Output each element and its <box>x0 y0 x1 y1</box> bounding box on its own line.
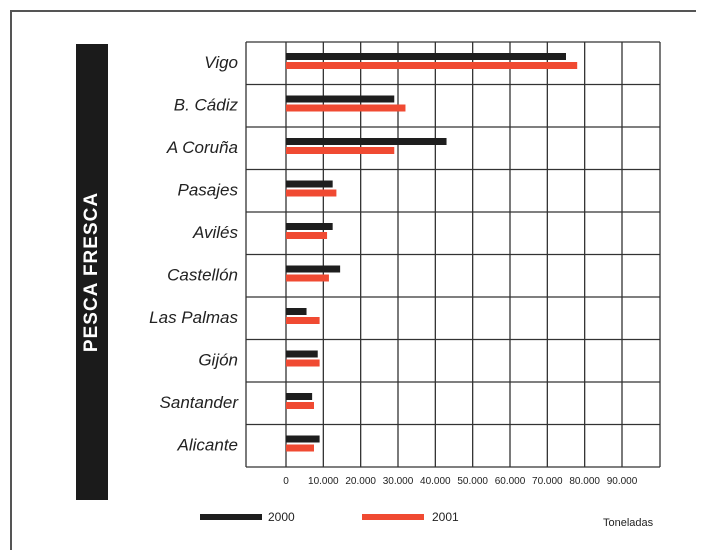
category-label: Pasajes <box>178 181 239 200</box>
category-label: Gijón <box>198 351 238 370</box>
bar-2000-3 <box>286 138 447 145</box>
x-tick-label: 0 <box>283 476 289 487</box>
bar-2001-5 <box>286 232 328 239</box>
bar-2000-9 <box>286 393 313 400</box>
legend-swatch-2000 <box>200 514 262 520</box>
legend-label-2001: 2001 <box>432 510 459 524</box>
category-labels: Vigo B. Cádiz A Coruña Pasajes Avilés Castell… <box>149 53 239 455</box>
bar-2001-1 <box>286 62 578 69</box>
bar-2001-9 <box>286 402 314 409</box>
bar-2001-3 <box>286 147 395 154</box>
category-label: B. Cádiz <box>174 96 239 115</box>
bar-2000-4 <box>286 180 333 188</box>
bar-2001-2 <box>286 104 406 112</box>
category-label: Santander <box>160 393 240 412</box>
page-frame <box>10 10 696 550</box>
x-tick-label: 50.000 <box>457 476 488 487</box>
x-tick-label: 70.000 <box>532 476 563 487</box>
bars <box>286 53 578 452</box>
bar-2000-6 <box>286 265 341 273</box>
x-tick-label: 80.000 <box>569 476 600 487</box>
bar-2000-5 <box>286 223 333 230</box>
category-label: Vigo <box>204 53 238 72</box>
x-tick-label: 40.000 <box>420 476 451 487</box>
bar-2001-6 <box>286 274 329 282</box>
legend-label-2000: 2000 <box>268 510 295 524</box>
bar-2000-8 <box>286 350 318 358</box>
legend-swatch-2001 <box>362 514 424 520</box>
bar-2000-7 <box>286 308 307 315</box>
bar-2000-2 <box>286 95 395 103</box>
bar-chart: Vigo B. Cádiz A Coruña Pasajes Avilés Castell… <box>149 41 661 529</box>
category-label: Castellón <box>167 266 238 285</box>
side-banner: PESCA FRESCA <box>76 44 108 500</box>
x-tick-label: 90.000 <box>607 476 638 487</box>
x-axis-unit-label: Toneladas <box>603 517 654 529</box>
x-tick-label: 20.000 <box>345 476 376 487</box>
bar-2000-10 <box>286 435 320 443</box>
x-tick-labels: 0 10.000 20.000 30.000 40.000 50.000 60.000 70.… <box>283 476 638 487</box>
x-tick-label: 10.000 <box>308 476 339 487</box>
category-label: A Coruña <box>166 138 238 157</box>
bar-2001-10 <box>286 444 314 452</box>
category-label: Las Palmas <box>149 308 238 327</box>
x-tick-label: 60.000 <box>495 476 526 487</box>
bar-2000-1 <box>286 53 566 60</box>
bar-2001-8 <box>286 359 320 367</box>
x-tick-label: 30.000 <box>383 476 414 487</box>
category-label: Alicante <box>177 436 238 455</box>
bar-2001-7 <box>286 317 320 324</box>
bar-2001-4 <box>286 189 337 197</box>
category-label: Avilés <box>192 223 239 242</box>
legend: 2000 2001 <box>200 510 459 524</box>
